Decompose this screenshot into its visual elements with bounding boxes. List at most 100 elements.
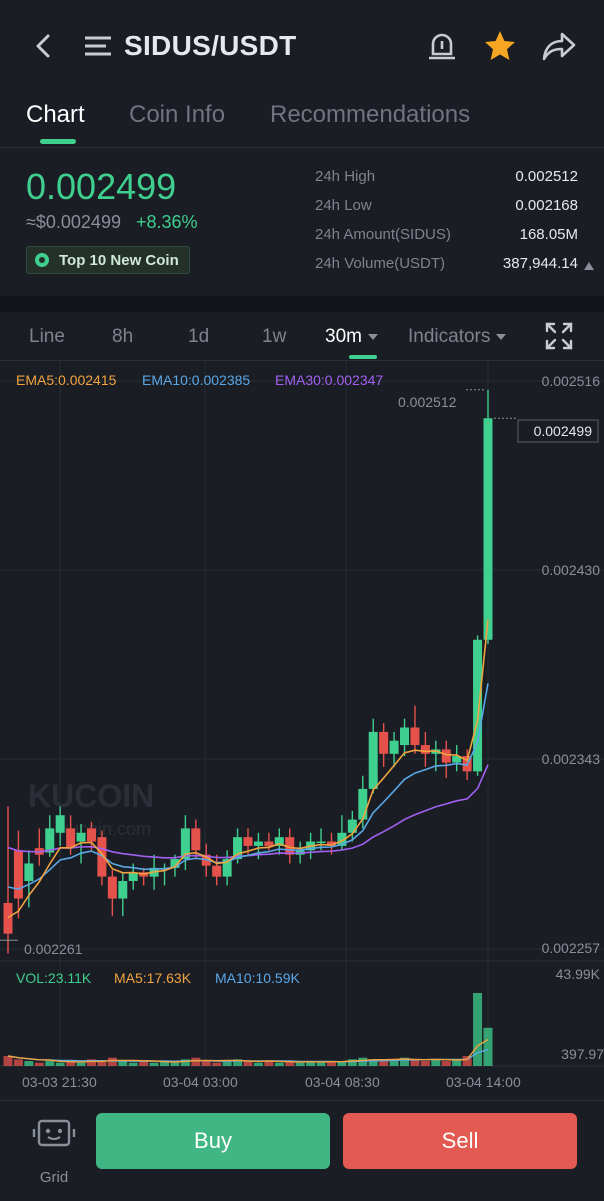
trading-pair-title[interactable]: SIDUS/USDT (124, 30, 297, 61)
volume-bar (379, 1061, 389, 1066)
ticker-summary: 0.002499 ≈$0.002499 +8.36% Top 10 New Co… (0, 148, 604, 296)
indicators-label: Indicators (408, 326, 491, 347)
volume-bar (45, 1061, 55, 1066)
volume-bar (149, 1062, 159, 1066)
candle-body (76, 832, 86, 842)
volume-bar (253, 1062, 263, 1066)
stat-label-24h-low: 24h Low (315, 197, 372, 214)
candle-body (13, 850, 23, 899)
volume-bar (410, 1059, 420, 1066)
y-tick-label: 0.002516 (542, 373, 601, 389)
interval-8h[interactable]: 8h (112, 326, 134, 347)
buy-button[interactable]: Buy (96, 1113, 330, 1169)
volume-min-tick: 397.97 (561, 1046, 604, 1062)
volume-bar (274, 1062, 284, 1066)
volume-bar (243, 1061, 253, 1066)
interval-bar: Line 8h 1d 1w 30m Indicators (0, 312, 604, 361)
alert-bell-icon[interactable] (424, 28, 460, 64)
new-coin-badge[interactable]: Top 10 New Coin (26, 246, 190, 274)
price-change-percent: +8.36% (135, 212, 198, 232)
interval-1d[interactable]: 1d (188, 326, 210, 347)
x-tick-label: 03-04 08:30 (305, 1074, 380, 1090)
active-tab-indicator (40, 139, 76, 144)
volume-bar (285, 1061, 295, 1066)
candle-body (86, 828, 96, 842)
indicators-dropdown[interactable]: Indicators (408, 326, 507, 348)
candle-body (389, 740, 399, 754)
volume-bar (222, 1061, 232, 1066)
current-price-box (517, 419, 599, 443)
candle-body (358, 788, 368, 820)
section-divider (0, 296, 604, 312)
volume-bar (34, 1062, 44, 1066)
volume-bar (473, 993, 483, 1066)
tab-chart[interactable]: Chart (26, 101, 85, 128)
stat-label-24h-amount: 24h Amount(SIDUS) (315, 226, 451, 243)
star-icon[interactable] (482, 28, 518, 64)
volume-bar (337, 1061, 347, 1066)
menu-icon[interactable] (82, 30, 114, 62)
bottom-action-bar: Grid Buy Sell (0, 1100, 604, 1201)
volume-bar (180, 1059, 190, 1066)
volume-bar (55, 1062, 65, 1066)
candlestick-chart[interactable]: KUCOIN kucoin.com EMA5:0.002415 EMA10:0.… (0, 361, 604, 1099)
y-tick-label: 0.002343 (542, 751, 601, 767)
active-interval-indicator (349, 355, 377, 359)
volume-bar (347, 1059, 357, 1066)
high-price-marker: 0.002512 (398, 394, 457, 410)
volume-bar (107, 1057, 117, 1066)
interval-selected-label: 30m (325, 326, 362, 347)
volume-bar (483, 1027, 493, 1066)
candle-body (316, 841, 326, 844)
stat-value-24h-high: 0.002512 (515, 168, 578, 185)
candle-body (212, 865, 222, 877)
candle-body (264, 841, 274, 846)
chevron-down-icon (496, 333, 507, 340)
current-price-label: 0.002499 (534, 423, 593, 439)
grid-bot-button[interactable]: Grid (32, 1117, 76, 1186)
candle-body (253, 841, 263, 846)
volume-bar (400, 1057, 410, 1066)
fullscreen-icon[interactable] (545, 322, 573, 350)
candle-body (170, 859, 180, 868)
volume-bar (191, 1057, 201, 1066)
sell-button[interactable]: Sell (343, 1113, 577, 1169)
share-icon[interactable] (540, 28, 578, 64)
candle-body (3, 902, 13, 934)
x-tick-label: 03-04 03:00 (163, 1074, 238, 1090)
candle-body (180, 828, 190, 860)
tab-coin-info[interactable]: Coin Info (129, 101, 226, 128)
volume-toggle-caret-icon[interactable] (584, 262, 594, 270)
y-tick-label: 0.002257 (542, 940, 601, 956)
volume-bar (139, 1061, 149, 1066)
interval-selected-dropdown[interactable]: 30m (325, 326, 378, 348)
ema10-legend: EMA10:0.002385 (142, 372, 250, 388)
candle-body (347, 819, 357, 833)
tab-recommendations[interactable]: Recommendations (270, 101, 471, 128)
x-tick-label: 03-04 14:00 (446, 1074, 521, 1090)
interval-1w[interactable]: 1w (262, 326, 287, 347)
candle-body (379, 731, 389, 754)
page-tabs: Chart Coin Info Recommendations (0, 95, 604, 148)
volume-bar (358, 1057, 368, 1066)
stat-value-24h-volume: 387,944.14 (502, 255, 578, 272)
candle-body (441, 749, 451, 763)
volume-bar (264, 1061, 274, 1066)
candle-body (45, 828, 55, 853)
ema30-legend: EMA30:0.002347 (275, 372, 383, 388)
back-icon[interactable] (28, 28, 60, 64)
volume-bar (13, 1059, 23, 1066)
price-usd-and-change: ≈$0.002499 +8.36% (26, 212, 198, 233)
volume-bar (3, 1056, 13, 1066)
x-tick-label: 03-03 21:30 (22, 1074, 97, 1090)
interval-line[interactable]: Line (29, 326, 65, 347)
volume-bar (441, 1061, 451, 1066)
volume-bar (97, 1061, 107, 1066)
top-navigation-bar: SIDUS/USDT (0, 0, 604, 95)
candle-body (337, 832, 347, 846)
volume-bar (201, 1061, 211, 1066)
volume-bar (170, 1062, 180, 1066)
candle-body (24, 863, 34, 882)
grid-label: Grid (39, 1169, 69, 1186)
volume-bar (452, 1059, 462, 1066)
